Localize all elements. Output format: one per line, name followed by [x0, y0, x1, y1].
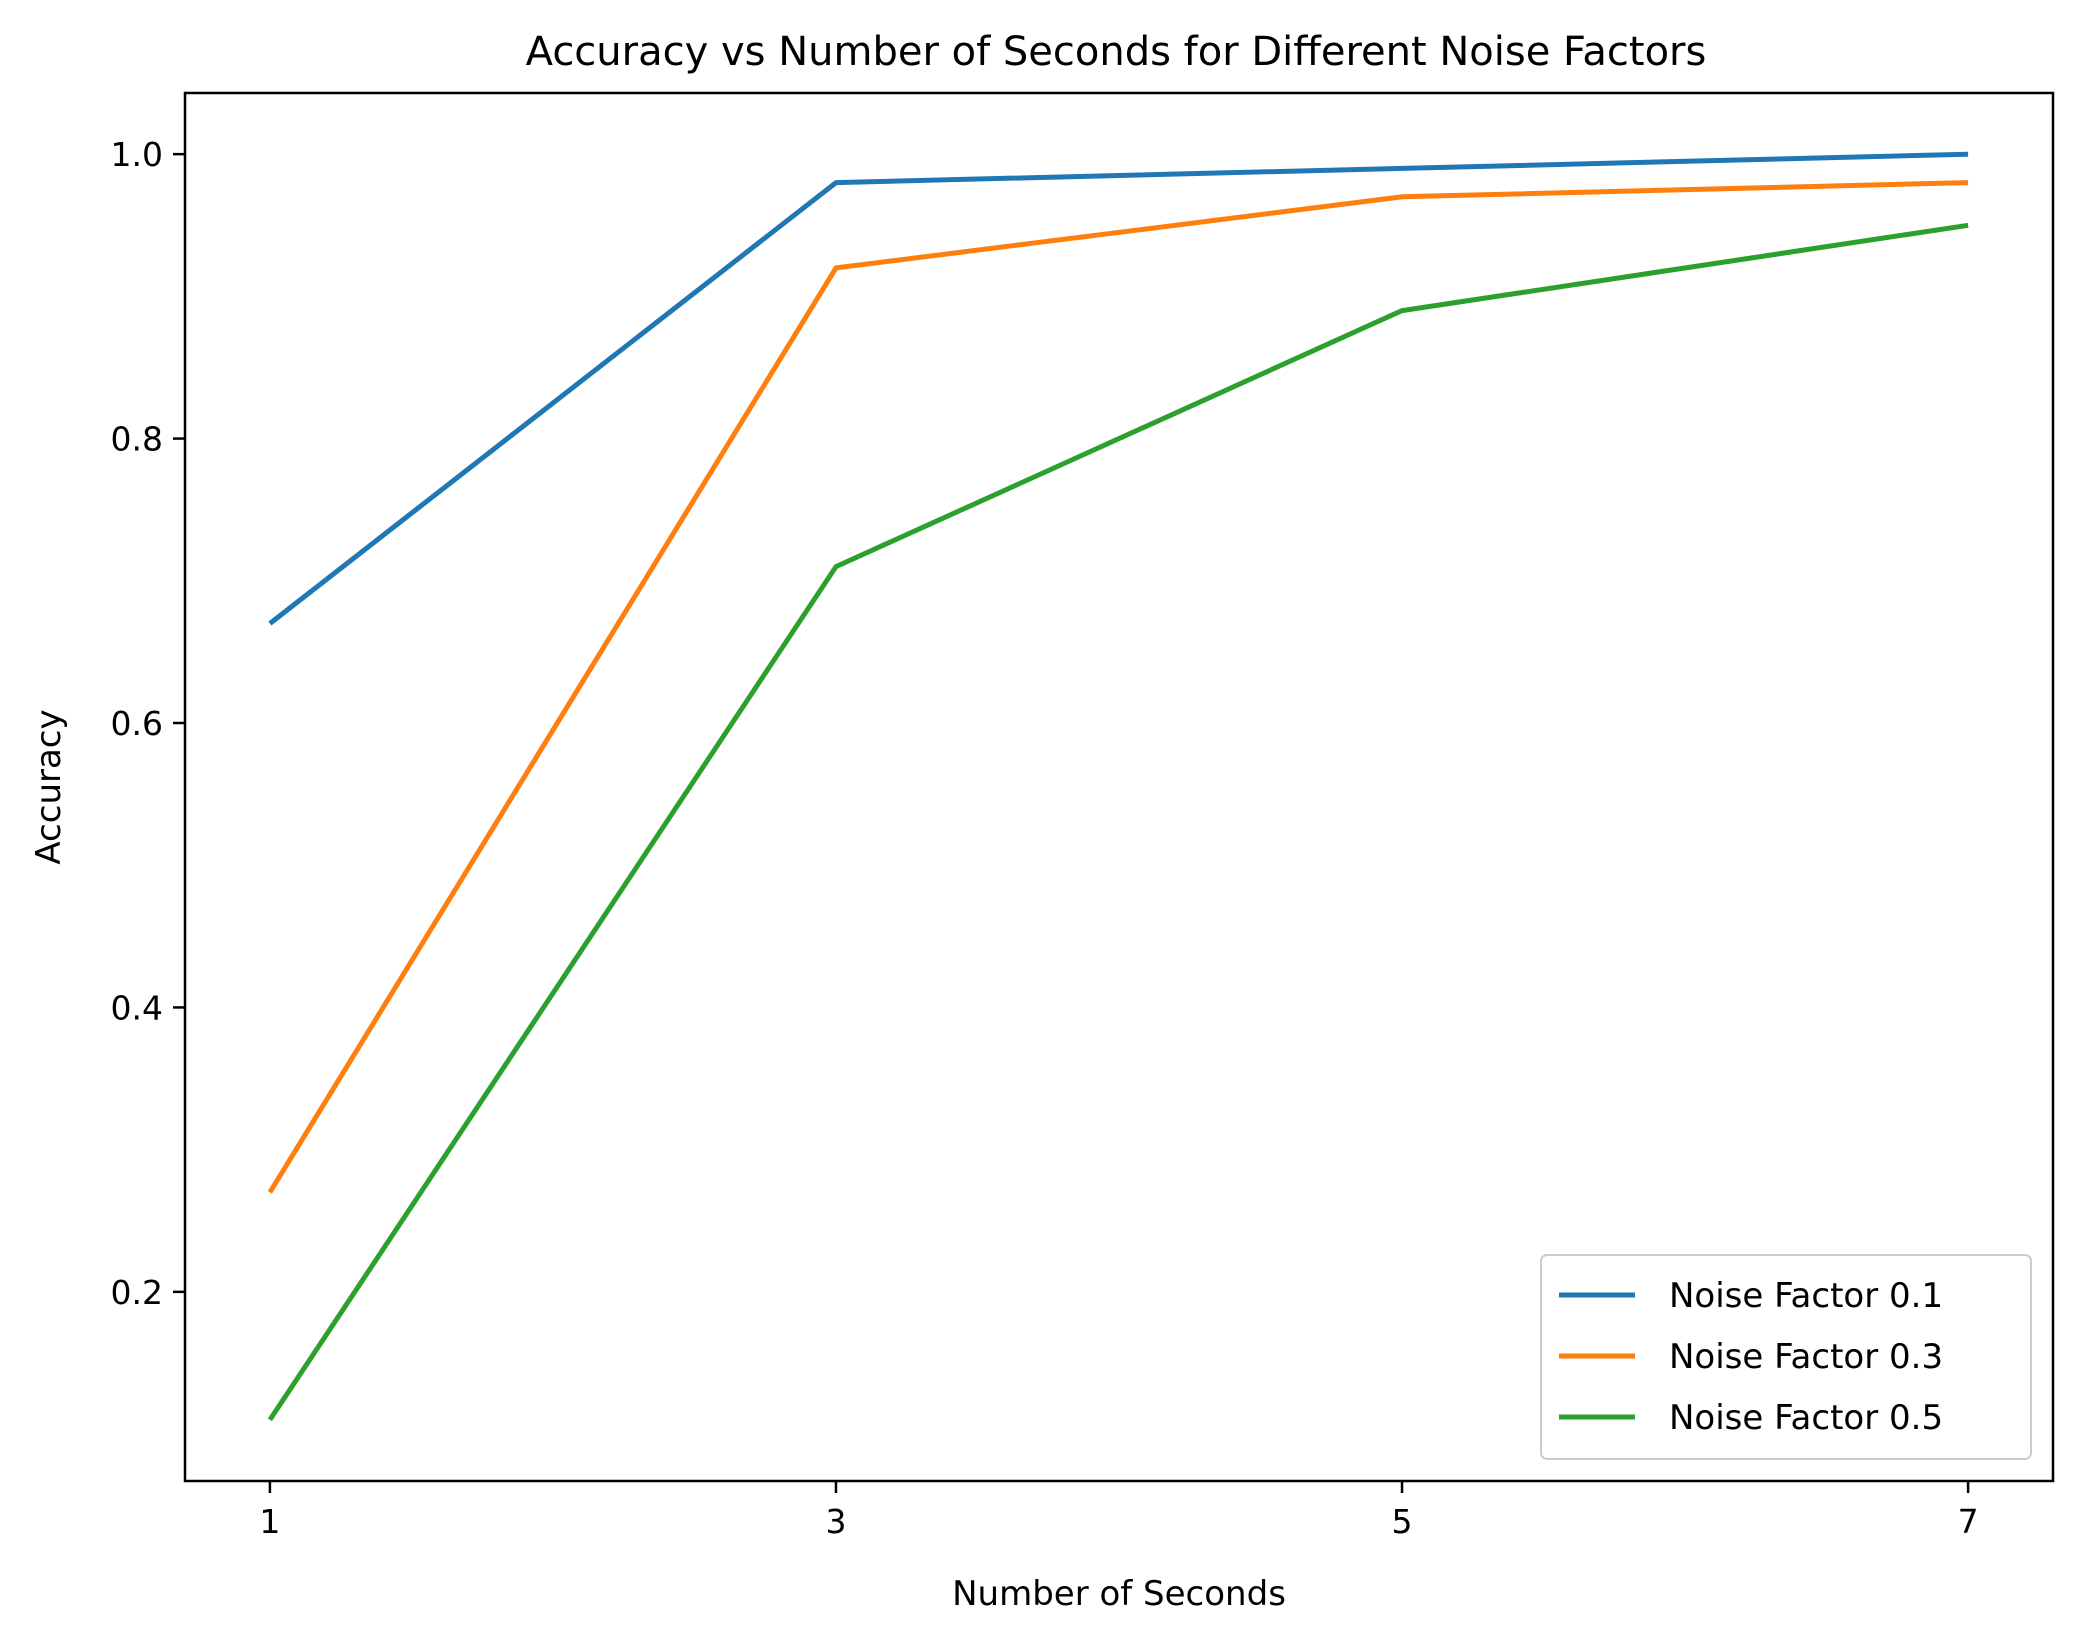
x-axis: 1 3 5 7 — [259, 1481, 1979, 1541]
y-tick-label: 0.2 — [111, 1273, 163, 1312]
x-tick-label: 7 — [1958, 1502, 1979, 1541]
y-tick-label: 0.8 — [111, 420, 163, 459]
y-tick-label: 1.0 — [111, 135, 163, 174]
axes-frame — [183, 91, 2055, 1483]
x-tick-label: 5 — [1392, 1502, 1413, 1541]
y-axis-label: Accuracy — [29, 709, 69, 864]
y-tick-label: 0.4 — [111, 988, 163, 1027]
legend-label: Noise Factor 0.1 — [1669, 1276, 1943, 1316]
chart-title: Accuracy vs Number of Seconds for Differ… — [526, 29, 1707, 75]
series-line-3 — [267, 222, 1969, 1422]
x-tick-label: 3 — [825, 1502, 846, 1541]
legend: Noise Factor 0.1 Noise Factor 0.3 Noise Fa… — [1540, 1254, 2032, 1460]
series-line-2 — [267, 180, 1969, 1194]
legend-label: Noise Factor 0.5 — [1669, 1398, 1943, 1438]
y-tick-label: 0.6 — [111, 704, 163, 743]
plot-area — [267, 151, 1969, 1422]
x-tick-label: 1 — [259, 1502, 280, 1541]
legend-label: Noise Factor 0.3 — [1669, 1337, 1943, 1377]
legend-box — [1540, 1254, 2032, 1460]
y-axis: 0.2 0.4 0.6 0.8 1.0 — [111, 135, 185, 1312]
series-line-1 — [268, 151, 1969, 626]
x-axis-label: Number of Seconds — [952, 1574, 1286, 1614]
